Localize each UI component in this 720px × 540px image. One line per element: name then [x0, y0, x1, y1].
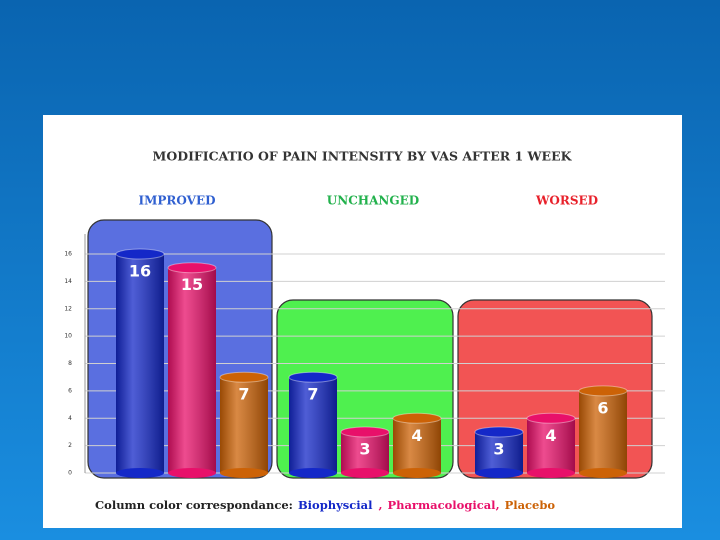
bar-shading	[341, 431, 389, 473]
bar-shading	[289, 377, 337, 473]
legend-entry: Placebo	[505, 498, 556, 512]
data-label: 6	[597, 398, 608, 417]
data-label: 4	[545, 426, 556, 445]
y-tick-label: 0	[68, 470, 72, 477]
bar-base	[475, 468, 523, 478]
y-tick-label: 16	[64, 251, 72, 258]
y-tick-label: 8	[68, 360, 72, 367]
bar-base	[579, 468, 627, 478]
bar-base	[527, 468, 575, 478]
bar-shading	[475, 431, 523, 473]
data-label: 3	[359, 439, 370, 458]
bar-base	[220, 468, 268, 478]
legend-entry: Biophyscial	[298, 498, 373, 512]
bar-cap	[526, 412, 576, 424]
y-tick-label: 12	[64, 305, 72, 312]
bar-shading	[220, 377, 268, 473]
legend-separator: ,	[496, 498, 500, 512]
bar-base	[341, 468, 389, 478]
bar-shading	[116, 254, 164, 473]
bar-shading	[393, 418, 441, 473]
bar-cap	[474, 426, 524, 438]
bar-shading	[579, 390, 627, 473]
bar-base	[393, 468, 441, 478]
bar-cap	[578, 385, 628, 397]
data-label: 16	[129, 262, 151, 281]
bar-cap	[219, 371, 269, 383]
category-label: WORSED	[535, 194, 598, 208]
data-label: 4	[411, 426, 422, 445]
category-label: IMPROVED	[139, 194, 216, 208]
bar-cap	[288, 371, 338, 383]
bar-cap	[167, 262, 217, 274]
legend-separator: ,	[378, 498, 382, 512]
y-tick-label: 4	[68, 415, 72, 422]
category-label: UNCHANGED	[327, 194, 419, 208]
chart-title: MODIFICATIO OF PAIN INTENSITY BY VAS AFT…	[153, 149, 573, 164]
bar-shading	[168, 267, 216, 473]
bar-base	[289, 468, 337, 478]
bar-cap	[392, 412, 442, 424]
bar-shading	[527, 418, 575, 473]
data-label: 7	[307, 385, 318, 404]
y-tick-label: 2	[68, 442, 72, 449]
data-label: 3	[493, 439, 504, 458]
bar-cap	[115, 248, 165, 260]
bar-cap	[340, 426, 390, 438]
y-tick-label: 6	[68, 387, 72, 394]
legend-title: Column color correspondance:	[95, 498, 293, 512]
legend-entry: Pharmacological	[387, 498, 496, 512]
data-label: 7	[238, 385, 249, 404]
bar-base	[168, 468, 216, 478]
y-tick-label: 10	[64, 333, 72, 340]
bar-base	[116, 468, 164, 478]
data-label: 15	[181, 275, 203, 294]
y-tick-label: 14	[64, 278, 72, 285]
legend: Column color correspondance: Biophyscial,…	[95, 498, 555, 512]
